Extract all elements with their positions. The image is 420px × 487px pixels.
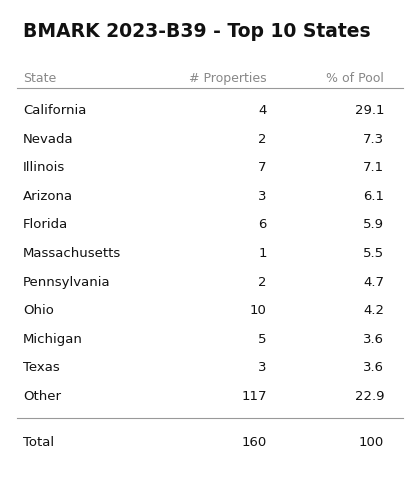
Text: Texas: Texas bbox=[23, 361, 60, 375]
Text: % of Pool: % of Pool bbox=[326, 72, 384, 85]
Text: State: State bbox=[23, 72, 56, 85]
Text: 4: 4 bbox=[258, 104, 267, 117]
Text: 2: 2 bbox=[258, 276, 267, 289]
Text: 3: 3 bbox=[258, 190, 267, 203]
Text: 5: 5 bbox=[258, 333, 267, 346]
Text: 5.5: 5.5 bbox=[363, 247, 384, 260]
Text: 29.1: 29.1 bbox=[355, 104, 384, 117]
Text: 2: 2 bbox=[258, 132, 267, 146]
Text: 100: 100 bbox=[359, 436, 384, 449]
Text: 6: 6 bbox=[258, 218, 267, 231]
Text: 160: 160 bbox=[241, 436, 267, 449]
Text: Florida: Florida bbox=[23, 218, 68, 231]
Text: 7.1: 7.1 bbox=[363, 161, 384, 174]
Text: Illinois: Illinois bbox=[23, 161, 66, 174]
Text: 3.6: 3.6 bbox=[363, 333, 384, 346]
Text: 1: 1 bbox=[258, 247, 267, 260]
Text: Ohio: Ohio bbox=[23, 304, 54, 317]
Text: 3.6: 3.6 bbox=[363, 361, 384, 375]
Text: Nevada: Nevada bbox=[23, 132, 74, 146]
Text: 4.2: 4.2 bbox=[363, 304, 384, 317]
Text: 4.7: 4.7 bbox=[363, 276, 384, 289]
Text: 10: 10 bbox=[250, 304, 267, 317]
Text: BMARK 2023-B39 - Top 10 States: BMARK 2023-B39 - Top 10 States bbox=[23, 22, 371, 41]
Text: 3: 3 bbox=[258, 361, 267, 375]
Text: # Properties: # Properties bbox=[189, 72, 267, 85]
Text: 22.9: 22.9 bbox=[355, 390, 384, 403]
Text: Pennsylvania: Pennsylvania bbox=[23, 276, 111, 289]
Text: Michigan: Michigan bbox=[23, 333, 83, 346]
Text: Arizona: Arizona bbox=[23, 190, 73, 203]
Text: 7.3: 7.3 bbox=[363, 132, 384, 146]
Text: 117: 117 bbox=[241, 390, 267, 403]
Text: Other: Other bbox=[23, 390, 61, 403]
Text: Total: Total bbox=[23, 436, 54, 449]
Text: 5.9: 5.9 bbox=[363, 218, 384, 231]
Text: 6.1: 6.1 bbox=[363, 190, 384, 203]
Text: Massachusetts: Massachusetts bbox=[23, 247, 121, 260]
Text: California: California bbox=[23, 104, 87, 117]
Text: 7: 7 bbox=[258, 161, 267, 174]
